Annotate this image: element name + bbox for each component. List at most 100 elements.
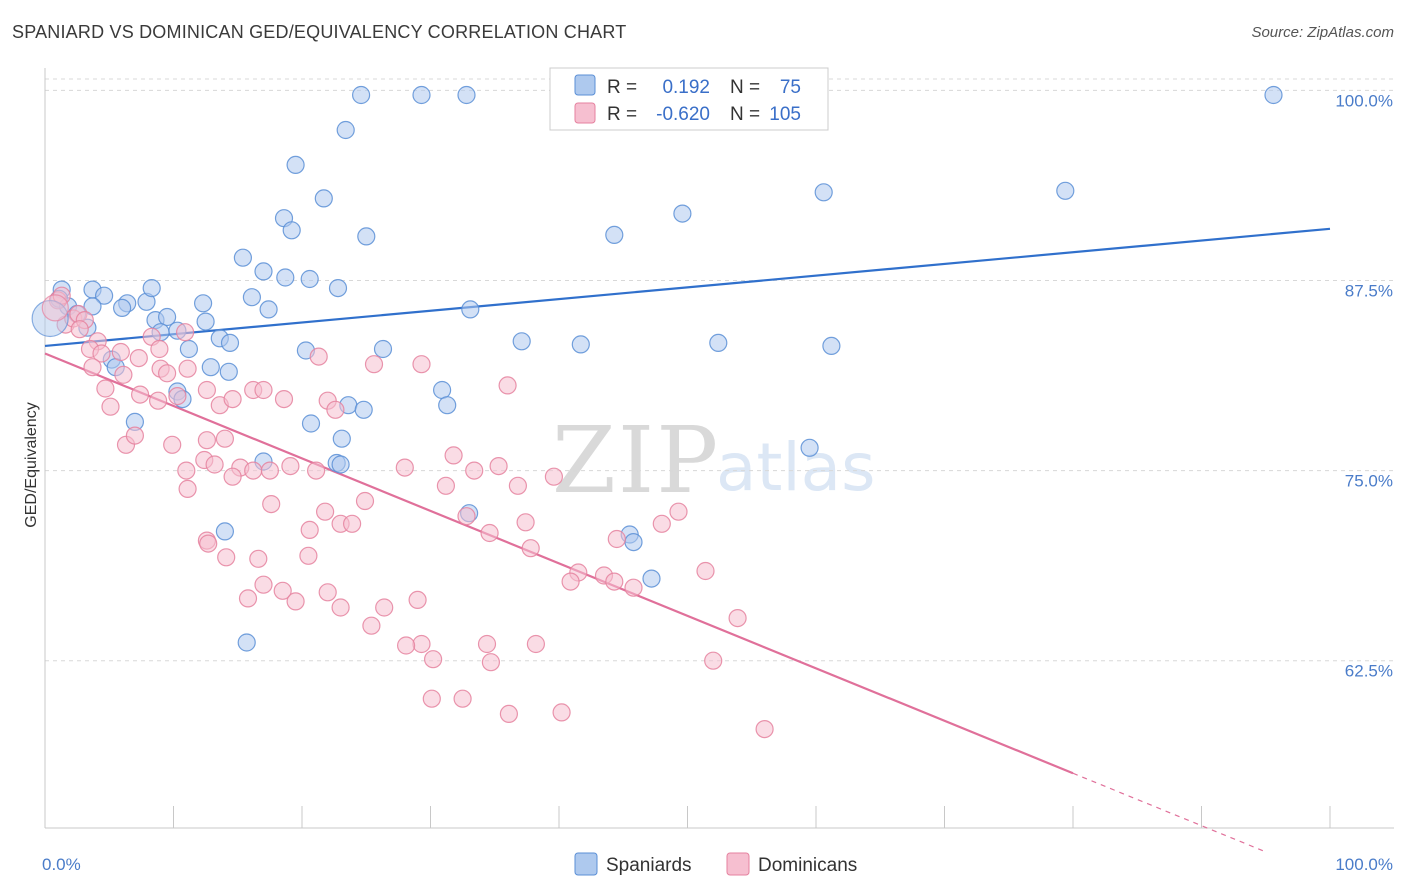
dominican-point xyxy=(375,598,394,617)
watermark-atlas: atlas xyxy=(716,429,876,506)
spaniard-point xyxy=(179,339,198,359)
dominican-point xyxy=(254,575,273,594)
spaniard-point xyxy=(254,262,273,281)
dominican-point xyxy=(516,513,535,532)
y-axis-title: GED/Equivalency xyxy=(23,402,40,527)
spaniard-point xyxy=(242,288,261,307)
spaniard-point xyxy=(215,522,234,541)
stats-legend: R = 0.192 N = 75 R = -0.620 N = 105 xyxy=(549,67,829,131)
dominican-point xyxy=(70,320,89,339)
gridlines xyxy=(45,78,1394,662)
y-tick-label: 100.0% xyxy=(1335,91,1393,110)
legend-n-label-spaniards: N = xyxy=(730,77,760,98)
dominican-point xyxy=(125,426,144,445)
dominican-point xyxy=(178,359,197,378)
dominican-point xyxy=(286,592,305,611)
dominican-point xyxy=(111,342,130,362)
dominican-point xyxy=(561,572,580,591)
series-legend-label-dominicans: Dominicans xyxy=(758,855,857,876)
spaniard-point xyxy=(220,333,240,352)
legend-r-value-dominicans: -0.620 xyxy=(656,104,710,125)
dominican-point xyxy=(331,598,350,617)
dominican-point xyxy=(498,376,517,395)
dominican-point xyxy=(249,549,268,568)
dominican-point xyxy=(238,589,258,608)
dominican-point xyxy=(262,495,281,514)
dominicans-trend-extension xyxy=(1072,772,1264,852)
legend-n-label-dominicans: N = xyxy=(730,104,760,125)
spaniard-point xyxy=(328,279,348,298)
dominican-point xyxy=(177,461,196,480)
dominican-point xyxy=(260,461,279,480)
dominican-point xyxy=(274,390,294,409)
legend-swatch-spaniards xyxy=(574,74,596,96)
dominican-point xyxy=(254,380,273,400)
dominican-point xyxy=(114,365,133,384)
spaniard-point xyxy=(642,569,661,588)
spaniard-point xyxy=(331,455,350,474)
dominican-point xyxy=(362,616,381,635)
axes xyxy=(44,68,1394,829)
spaniard-point xyxy=(314,189,333,208)
dominican-point xyxy=(281,457,300,476)
dominican-point xyxy=(412,634,431,654)
dominican-point xyxy=(477,634,497,654)
series-legend-swatch-spaniards xyxy=(574,852,598,876)
dominican-point xyxy=(457,507,476,526)
dominican-point xyxy=(215,429,234,448)
dominican-point xyxy=(395,458,414,477)
series-legend: Spaniards Dominicans xyxy=(574,852,857,876)
watermark-zip: ZIP xyxy=(552,407,720,514)
dominican-point xyxy=(481,653,500,672)
dominican-point xyxy=(607,529,626,549)
dominican-point xyxy=(197,431,216,450)
spaniard-point xyxy=(709,333,728,352)
dominican-point xyxy=(544,467,564,486)
spaniard-point xyxy=(354,400,373,419)
dominican-point xyxy=(355,491,375,511)
stats-legend-box xyxy=(549,67,829,131)
dominican-point xyxy=(309,347,328,366)
spaniard-point xyxy=(300,269,319,289)
dominican-point xyxy=(149,391,168,410)
dominican-point xyxy=(244,461,263,480)
y-tick-labels: 100.0% 87.5% 75.0% 62.5% xyxy=(1335,91,1393,680)
spaniard-point xyxy=(286,155,305,174)
spaniard-point xyxy=(605,225,624,244)
chart-source: Source: ZipAtlas.com xyxy=(1251,24,1394,41)
x-tick-label: 100.0% xyxy=(1335,855,1393,874)
dominican-point xyxy=(508,476,528,495)
spaniard-point xyxy=(352,85,371,105)
dominican-point xyxy=(101,397,120,416)
legend-r-label-dominicans: R = xyxy=(607,104,637,125)
spaniard-point xyxy=(237,633,256,652)
spaniard-point xyxy=(438,396,457,415)
spaniard-point xyxy=(512,332,531,351)
spaniard-point xyxy=(332,429,351,448)
spaniard-point xyxy=(142,279,161,298)
dominican-point xyxy=(273,581,292,600)
legend-swatch-dominicans xyxy=(574,102,596,124)
dominican-point xyxy=(704,651,723,670)
legend-r-value-spaniards: 0.192 xyxy=(662,77,710,98)
spaniard-point xyxy=(233,248,252,267)
dominican-point xyxy=(755,719,774,739)
dominican-point xyxy=(521,539,540,558)
spaniard-point xyxy=(301,414,321,433)
dominican-point xyxy=(444,446,463,465)
dominican-point xyxy=(326,400,345,419)
dominican-point xyxy=(129,349,148,368)
spaniard-point xyxy=(673,204,692,223)
spaniard-point xyxy=(259,300,278,319)
spaniard-point xyxy=(412,85,431,105)
spaniard-point xyxy=(571,335,590,354)
dominican-point xyxy=(199,534,218,553)
dominican-point xyxy=(92,344,111,363)
dominican-point xyxy=(489,457,508,476)
spaniard-point xyxy=(461,300,480,319)
dominican-point xyxy=(412,355,431,374)
dominican-point xyxy=(150,339,169,359)
y-tick-label: 87.5% xyxy=(1345,282,1393,301)
spaniard-point xyxy=(357,227,376,246)
